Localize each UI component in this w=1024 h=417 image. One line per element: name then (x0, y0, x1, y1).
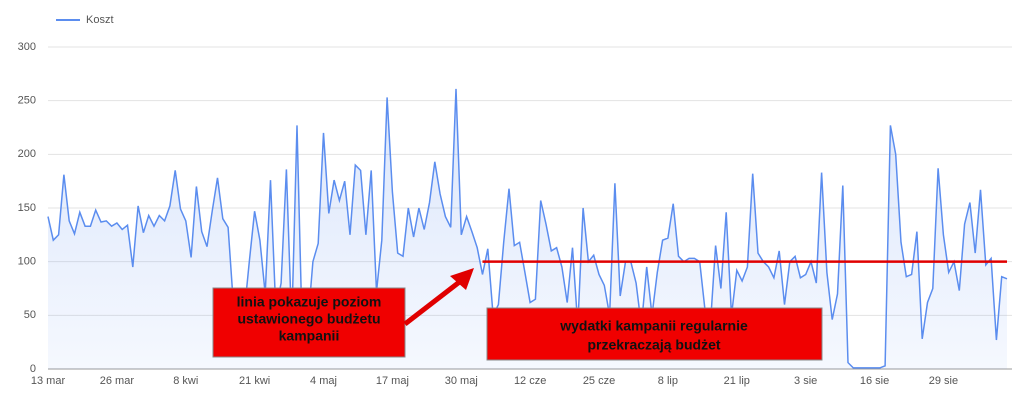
legend-label: Koszt (86, 14, 114, 26)
x-tick-label: 21 lip (724, 375, 750, 387)
x-tick-label: 29 sie (929, 375, 958, 387)
x-tick-label: 21 kwi (239, 375, 270, 387)
y-tick-label: 300 (18, 41, 36, 53)
y-tick-label: 150 (18, 202, 36, 214)
x-tick-label: 25 cze (583, 375, 615, 387)
line (47, 88, 1008, 369)
x-tick-label: 16 sie (860, 375, 889, 387)
annotation-text: kampanii (279, 328, 340, 344)
x-tick-label: 4 maj (310, 375, 337, 387)
y-tick-label: 50 (24, 309, 36, 321)
arrow-head (450, 268, 474, 290)
annotation-text: przekraczają budżet (587, 337, 720, 353)
x-tick-label: 17 maj (376, 375, 409, 387)
x-tick-label: 8 kwi (173, 375, 198, 387)
y-tick-label: 0 (30, 363, 36, 375)
x-tick-label: 13 mar (31, 375, 66, 387)
annotation-box (486, 307, 823, 361)
x-tick-label: 26 mar (100, 375, 135, 387)
y-tick-label: 250 (18, 95, 36, 107)
x-tick-label: 30 maj (445, 375, 478, 387)
annotation-text: linia pokazuje poziom (237, 294, 382, 310)
y-tick-label: 100 (18, 256, 36, 268)
x-tick-label: 12 cze (514, 375, 546, 387)
arrow (403, 278, 464, 326)
x-tick-label: 3 sie (794, 375, 817, 387)
annotation-box (212, 287, 406, 358)
y-tick-label: 200 (18, 148, 36, 160)
annotation-text: wydatki kampanii regularnie (559, 318, 748, 334)
x-tick-label: 8 lip (658, 375, 678, 387)
annotation-text: ustawionego budżetu (237, 311, 380, 327)
